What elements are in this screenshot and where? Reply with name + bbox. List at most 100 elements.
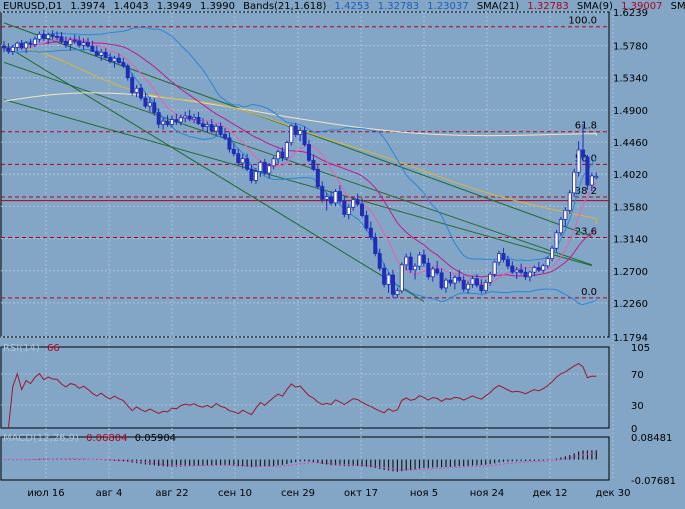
candle-body [470,278,475,285]
candle-body [558,219,563,234]
candle-body [108,57,113,62]
candle-body [337,191,342,202]
rsi-tick-label: 70 [631,370,644,381]
candle-body [572,171,577,194]
candle-body [497,253,502,263]
candle-body [205,124,210,127]
x-tick-label: дек 30 [595,488,630,499]
candle-body [103,51,108,58]
candle-body [6,47,11,52]
candle-body [112,57,117,62]
candle-body [448,279,453,284]
candle-body [545,258,550,267]
candle-body [156,112,161,125]
candle-body [505,259,510,267]
candle-body [527,271,532,278]
ohlc-low: 1.3949 [156,1,192,12]
sma100-line [3,92,597,137]
price-tick-label: 1.3140 [613,235,648,246]
candle-body [386,274,391,285]
candle-body [461,279,466,290]
x-tick-label: дек 12 [532,488,567,499]
rsi-value: 66 [46,343,60,354]
candle-body [77,40,82,46]
price-tick-label: 1.4900 [613,106,648,117]
candle-body [41,33,46,39]
macd-signal-line [4,452,597,471]
candle-body [222,134,227,139]
candle-body [390,274,395,295]
candle-body [209,124,214,132]
candle-body [46,34,51,39]
candle-body [249,168,254,181]
candle-body [373,236,378,254]
candle-body [510,265,515,273]
candle-body [532,267,537,273]
candle-body [399,264,404,292]
chart-header: EURUSD,D1 1.3974 1.4043 1.3949 1.3990 Ba… [3,1,685,12]
candle-body [59,36,64,42]
ohlc-open: 1.3974 [70,1,106,12]
candle-body [262,161,267,174]
fib-level-label: 38.2 [575,186,597,197]
candle-body [276,151,281,160]
candle-body [474,278,479,286]
rsi-tick-label: 30 [631,401,644,412]
candle-body [550,247,555,259]
candle-body [116,57,121,63]
price-tick-label: 1.6239 [613,8,648,19]
candle-body [382,267,387,285]
candle-body [227,137,232,150]
candle-body [152,102,157,114]
channel-upper-line [3,22,593,237]
candle-body [346,206,351,215]
macd-value-2: 0.05904 [134,433,177,444]
candle-body [183,115,188,119]
candle-body [298,130,303,135]
candle-body [488,273,493,283]
macd-tick-label: -0.07681 [631,476,676,487]
candle-body [395,290,400,295]
bands-middle-value: 1.32783 [377,1,420,12]
candle-body [329,196,334,204]
candle-body [2,45,7,49]
macd-tick-label: 0.08481 [631,433,672,444]
macd-panel-frame [0,436,610,481]
candle-body [377,253,382,269]
candle-body [37,33,42,40]
rsi-header: RSI(14) 66 [3,343,60,354]
candle-body [99,51,104,56]
candle-body [576,149,581,173]
ohlc-close: 1.3990 [199,1,235,12]
candle-body [63,40,68,46]
candle-body [178,117,183,123]
price-tick-label: 1.1794 [613,333,648,344]
candle-body [492,261,497,275]
candle-body [125,65,130,79]
sma21-label: SMA(21) [476,1,520,12]
price-tick-label: 1.2700 [613,267,648,278]
candle-body [214,125,219,132]
candle-body [165,120,170,125]
candle-body [421,254,426,264]
candle-body [258,161,263,172]
candle-body [50,34,55,37]
candle-body [483,281,488,292]
candle-body [554,232,559,249]
x-tick-label: ноя 24 [470,488,505,499]
sma-yellow-line [3,44,597,224]
candle-body [302,130,307,145]
price-tick-label: 1.5780 [613,42,648,53]
candle-body [426,262,431,278]
candle-body [324,196,329,200]
candle-body [139,87,144,99]
candle-body [169,119,174,125]
x-tick-label: июл 16 [27,488,64,499]
candle-body [355,199,360,205]
rsi-label: RSI(14) [3,343,40,354]
rsi-line [7,363,597,429]
candle-body [196,116,201,125]
candle-body [479,284,484,292]
